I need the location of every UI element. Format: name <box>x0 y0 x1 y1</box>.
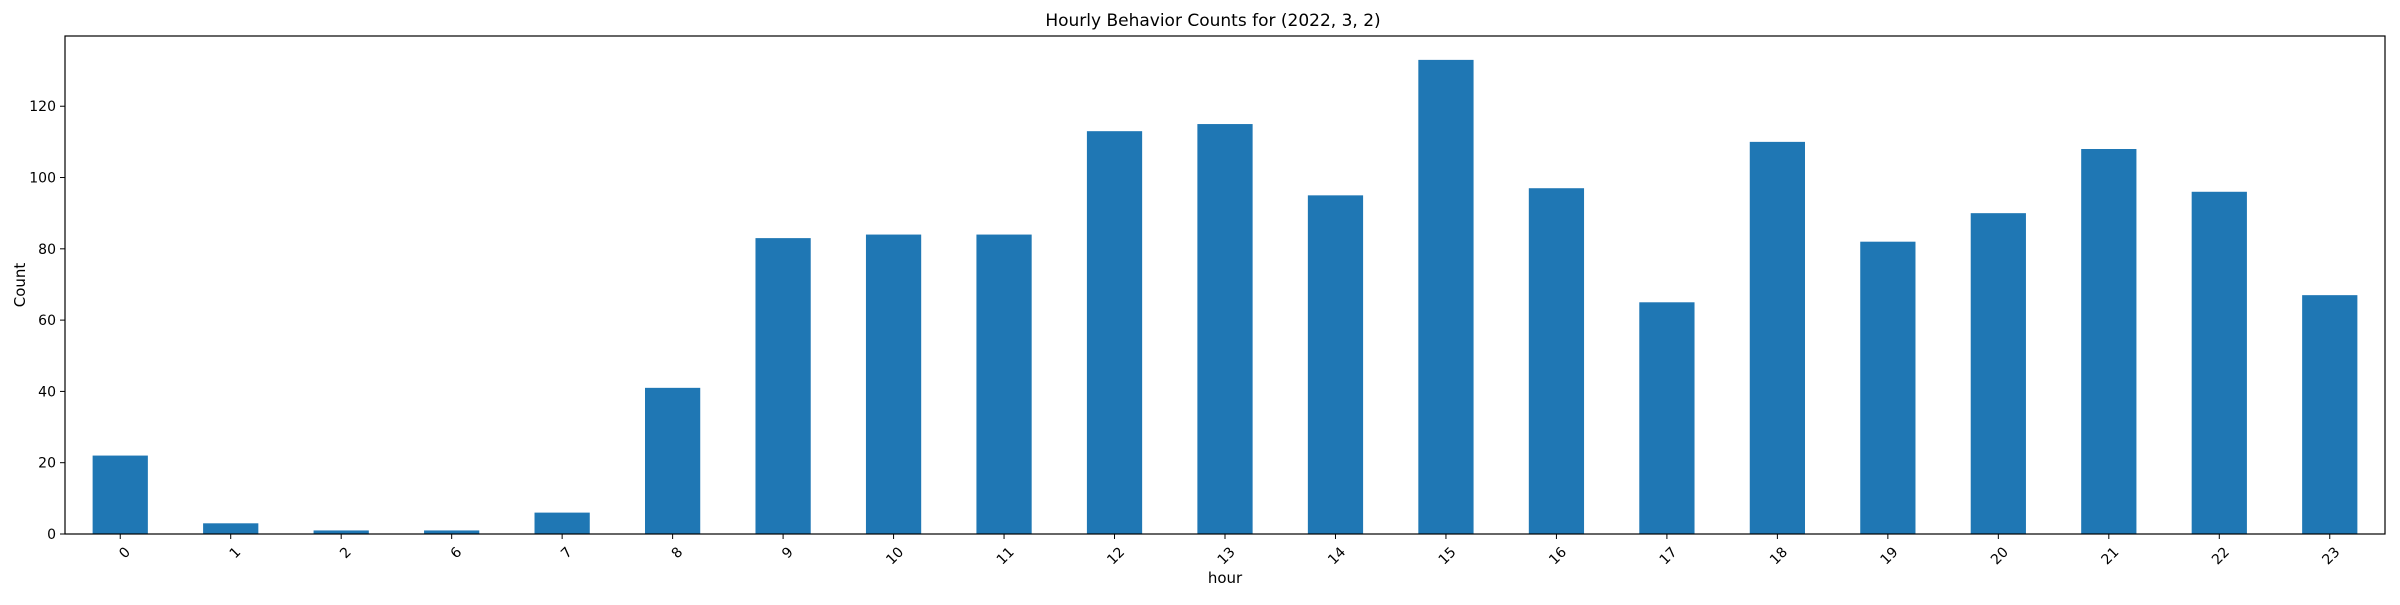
bar-hour-6 <box>424 530 480 534</box>
y-tick-label: 80 <box>38 242 56 258</box>
x-tick-label: 23 <box>2319 544 2343 568</box>
bar-hour-1 <box>203 523 259 534</box>
bar-hour-11 <box>976 234 1032 534</box>
x-tick-label: 18 <box>1767 544 1791 568</box>
x-tick-label: 20 <box>1988 544 2012 568</box>
bar-hour-17 <box>1639 302 1695 534</box>
x-axis: 0 1 2 6 7 8 9 10 11 12 13 14 15 16 17 18 19 20 21 22 23 <box>116 534 2343 568</box>
y-tick-label: 120 <box>29 99 56 115</box>
x-tick-label: 14 <box>1325 544 1349 568</box>
y-tick-label: 0 <box>47 527 56 543</box>
x-tick-label: 17 <box>1657 544 1681 568</box>
x-tick-label: 2 <box>337 544 355 562</box>
bar-hour-19 <box>1860 241 1916 534</box>
bar-hour-0 <box>92 455 148 534</box>
x-axis-label: hour <box>1208 569 1243 587</box>
bar-hour-12 <box>1086 131 1143 534</box>
bar-hour-22 <box>2191 191 2247 534</box>
x-tick-label: 6 <box>448 544 466 562</box>
x-tick-label: 9 <box>779 544 797 562</box>
y-axis: 0 20 40 60 80 100 120 <box>29 99 65 543</box>
bar-hour-13 <box>1197 124 1253 535</box>
x-tick-label: 19 <box>1878 544 1902 568</box>
x-tick-label: 13 <box>1215 544 1239 568</box>
bar-hour-16 <box>1528 188 1585 534</box>
x-tick-label: 16 <box>1546 544 1570 568</box>
x-tick-label: 11 <box>994 544 1018 568</box>
x-tick-label: 10 <box>883 544 907 568</box>
bar-hour-14 <box>1307 195 1364 534</box>
bar-hour-21 <box>2081 149 2137 534</box>
bar-hour-15 <box>1418 59 1474 534</box>
chart-title: Hourly Behavior Counts for (2022, 3, 2) <box>1045 11 1380 31</box>
bar-hour-10 <box>865 234 922 534</box>
bar-hour-23 <box>2302 295 2358 534</box>
bars-group <box>92 59 2358 535</box>
y-axis-label: Count <box>11 263 29 308</box>
bar-hour-8 <box>645 387 701 534</box>
x-tick-label: 8 <box>669 544 687 562</box>
bar-hour-9 <box>755 238 811 534</box>
x-tick-label: 12 <box>1104 544 1128 568</box>
bar-hour-20 <box>1970 213 2026 535</box>
bar-hour-7 <box>534 512 590 534</box>
x-tick-label: 7 <box>558 544 576 562</box>
y-tick-label: 20 <box>38 456 56 472</box>
y-tick-label: 100 <box>29 171 56 187</box>
x-tick-label: 1 <box>227 544 245 562</box>
bar-hour-18 <box>1749 141 1805 534</box>
x-tick-label: 22 <box>2209 544 2233 568</box>
x-tick-label: 21 <box>2099 544 2123 568</box>
x-tick-label: 0 <box>116 544 134 562</box>
y-tick-label: 40 <box>38 384 56 400</box>
x-tick-label: 15 <box>1436 544 1460 568</box>
y-tick-label: 60 <box>38 313 56 329</box>
bar-hour-2 <box>313 530 369 534</box>
